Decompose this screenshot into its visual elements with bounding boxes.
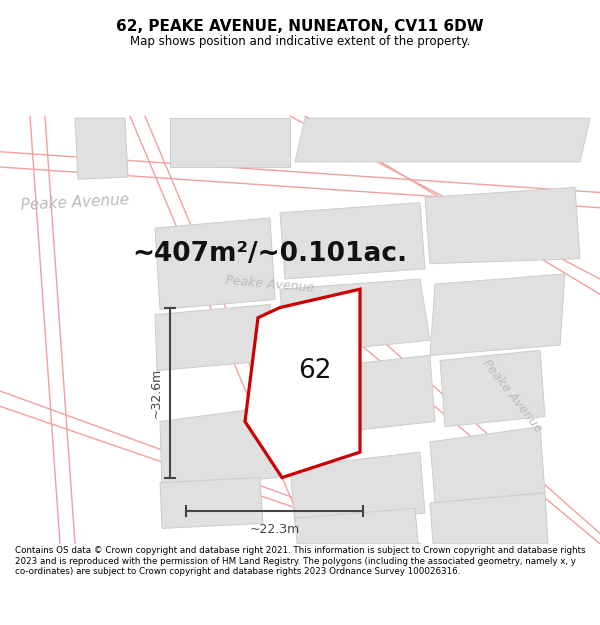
Text: Map shows position and indicative extent of the property.: Map shows position and indicative extent… xyxy=(130,36,470,48)
Polygon shape xyxy=(430,493,548,544)
Text: 62, PEAKE AVENUE, NUNEATON, CV11 6DW: 62, PEAKE AVENUE, NUNEATON, CV11 6DW xyxy=(116,19,484,34)
Polygon shape xyxy=(440,350,545,427)
Polygon shape xyxy=(155,304,272,371)
Polygon shape xyxy=(295,118,590,162)
Text: ~407m²/~0.101ac.: ~407m²/~0.101ac. xyxy=(133,241,407,266)
Text: ~22.3m: ~22.3m xyxy=(250,523,299,536)
Polygon shape xyxy=(430,427,545,503)
Text: Peake Avenue: Peake Avenue xyxy=(225,274,315,294)
Polygon shape xyxy=(245,289,360,478)
Polygon shape xyxy=(290,452,425,523)
Polygon shape xyxy=(290,356,435,437)
Polygon shape xyxy=(280,279,430,356)
Text: 62: 62 xyxy=(298,357,332,384)
Polygon shape xyxy=(425,188,580,264)
Text: Peake Avenue: Peake Avenue xyxy=(20,192,129,213)
Text: Contains OS data © Crown copyright and database right 2021. This information is : Contains OS data © Crown copyright and d… xyxy=(15,546,586,576)
Text: ~32.6m: ~32.6m xyxy=(149,368,163,418)
Text: Peake Avenue: Peake Avenue xyxy=(480,357,545,435)
Polygon shape xyxy=(170,118,290,167)
Polygon shape xyxy=(160,406,278,488)
Polygon shape xyxy=(75,118,128,179)
Polygon shape xyxy=(430,274,565,356)
Polygon shape xyxy=(295,508,418,544)
Polygon shape xyxy=(280,202,425,279)
Polygon shape xyxy=(160,478,263,529)
Polygon shape xyxy=(155,218,275,309)
